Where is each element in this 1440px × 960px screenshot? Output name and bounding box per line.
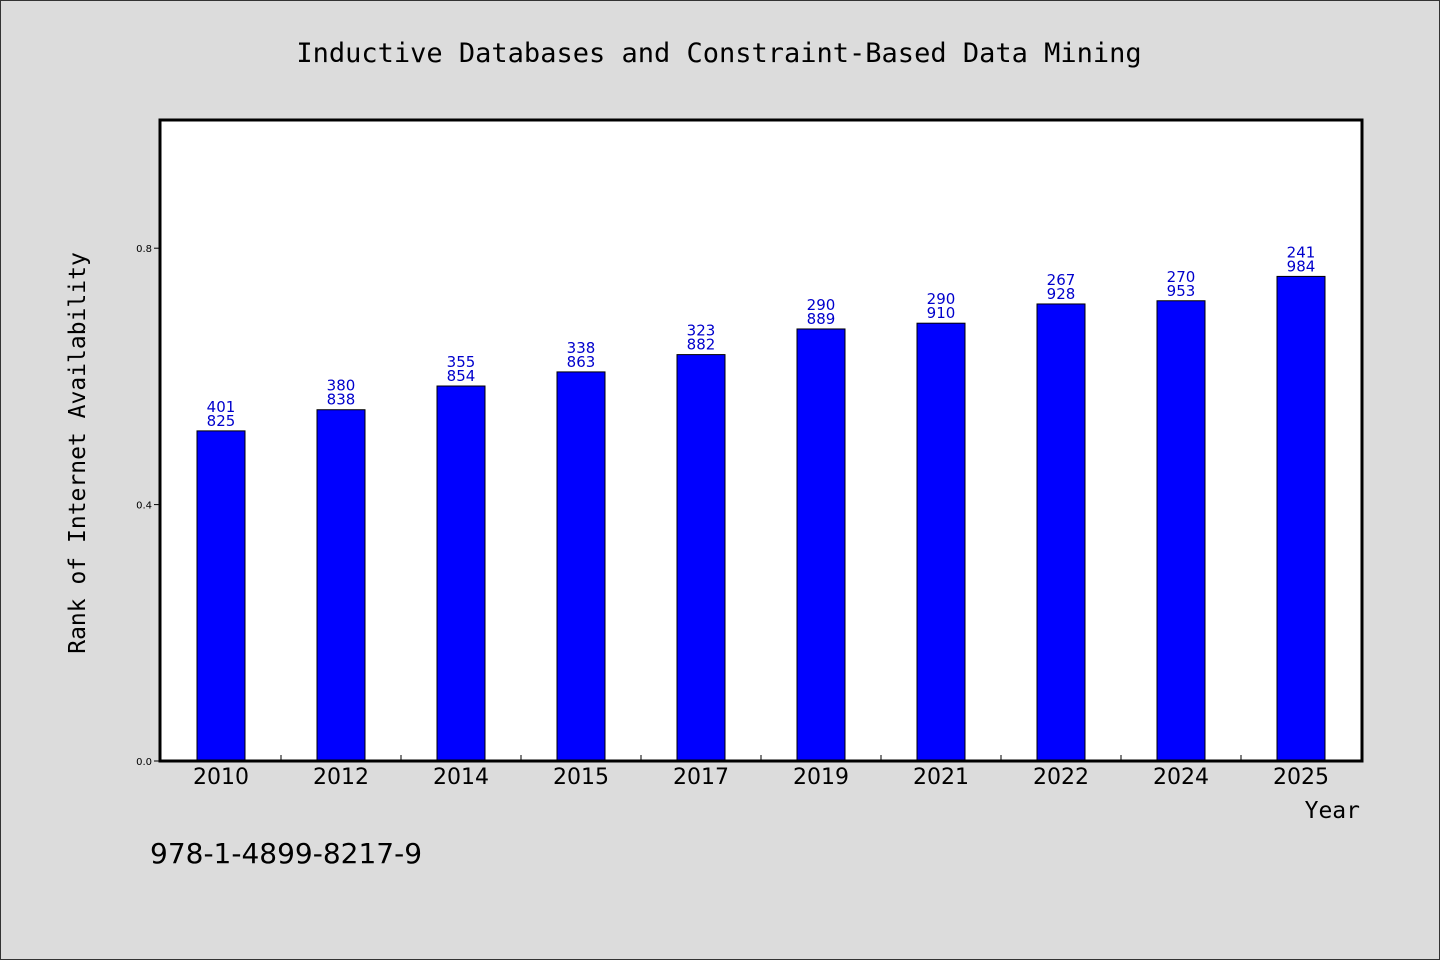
data-label-2019-1: 290 [807, 296, 836, 314]
bar-2014 [436, 385, 486, 762]
x-tick-label-2017: 2017 [673, 765, 729, 790]
y-tick-label: 0.4 [136, 501, 152, 512]
x-tick-label-2014: 2014 [433, 765, 489, 790]
data-label-2022-2: 928 [1047, 285, 1076, 303]
bar-2022 [1036, 303, 1086, 762]
data-label-2015-1: 338 [567, 339, 596, 357]
y-axis-label: Rank of Internet Availability [65, 252, 91, 654]
data-label-2014-1: 355 [447, 353, 476, 371]
x-tick-label-2012: 2012 [313, 765, 369, 790]
bar-2012 [316, 409, 366, 762]
data-label-2021-1: 290 [927, 290, 956, 308]
chart-title: Inductive Databases and Constraint-Based… [296, 38, 1141, 69]
data-label-2019-2: 889 [807, 310, 836, 328]
data-label-2025-1: 241 [1287, 243, 1316, 261]
data-label-2022-1: 267 [1047, 271, 1076, 289]
data-label-2024-1: 270 [1167, 268, 1196, 286]
bars-layer [196, 275, 1326, 762]
y-tick-label: 0.8 [136, 244, 152, 255]
y-tick-label: 0.0 [136, 757, 152, 768]
data-label-2012-2: 838 [327, 391, 356, 409]
data-label-2015-2: 863 [567, 353, 596, 371]
data-label-2021-2: 910 [927, 304, 956, 322]
bar-2015 [556, 371, 606, 762]
y-axis-ticks: 0.0 0.4 0.8 [136, 244, 160, 768]
bar-2017 [676, 354, 726, 762]
bar-2010 [196, 430, 246, 762]
bar-2025 [1276, 275, 1326, 762]
x-tick-label-2021: 2021 [913, 765, 969, 790]
data-label-2012-1: 380 [327, 377, 356, 395]
x-tick-label-2010: 2010 [193, 765, 249, 790]
bar-2019 [796, 328, 846, 762]
plot-frame [158, 118, 1364, 763]
bar-2024 [1156, 300, 1206, 762]
x-tick-label-2025: 2025 [1273, 765, 1329, 790]
data-label-2010-2: 825 [207, 412, 236, 430]
data-label-2017-2: 882 [687, 336, 716, 354]
data-label-2025-2: 984 [1287, 257, 1316, 275]
data-label-2024-2: 953 [1167, 282, 1196, 300]
isbn-caption: 978-1-4899-8217-9 [150, 837, 422, 870]
x-axis-label: Year [1305, 798, 1360, 824]
data-labels-layer: 4018253808383558543388633238822908892909… [207, 243, 1316, 429]
x-tick-label-2024: 2024 [1153, 765, 1209, 790]
x-tick-label-2022: 2022 [1033, 765, 1089, 790]
bar-2021 [916, 322, 966, 762]
x-axis-ticks: 2010 2012 2014 2015 2017 2019 2021 2022 2024 2025 [193, 755, 1329, 790]
x-tick-label-2019: 2019 [793, 765, 849, 790]
data-label-2014-2: 854 [447, 367, 476, 385]
x-tick-label-2015: 2015 [553, 765, 609, 790]
data-label-2017-1: 323 [687, 322, 716, 340]
data-label-2010-1: 401 [207, 398, 236, 416]
